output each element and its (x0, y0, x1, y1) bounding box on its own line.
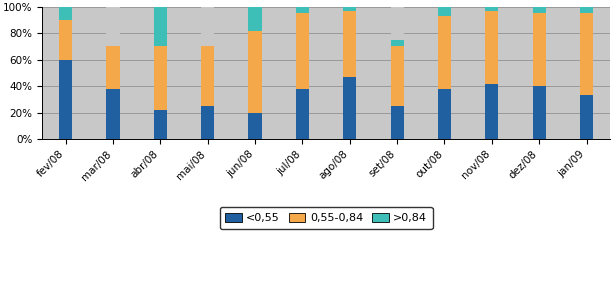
Bar (390, 7, 404, 139)
Bar (533, 86, 546, 139)
Bar (248, 31, 262, 113)
Bar (533, 7, 546, 13)
Bar (248, 7, 262, 139)
Bar (485, 11, 498, 84)
Bar (438, 7, 451, 16)
Bar (201, 106, 215, 139)
Bar (59, 20, 72, 60)
Bar (296, 13, 309, 89)
Bar (343, 11, 356, 77)
Bar (107, 89, 120, 139)
Bar (343, 7, 356, 11)
Bar (438, 16, 451, 89)
Bar (485, 7, 498, 139)
Bar (201, 47, 215, 106)
Bar (59, 7, 72, 139)
Bar (438, 89, 451, 139)
Bar (485, 7, 498, 11)
Bar (533, 7, 546, 139)
Bar (390, 40, 404, 47)
Bar (154, 7, 167, 47)
Bar (343, 77, 356, 139)
Bar (485, 84, 498, 139)
Bar (533, 13, 546, 86)
Legend: <0,55, 0,55-0,84, >0,84: <0,55, 0,55-0,84, >0,84 (219, 207, 433, 229)
Bar (248, 7, 262, 31)
Bar (343, 7, 356, 139)
Bar (390, 106, 404, 139)
Bar (580, 7, 593, 13)
Bar (296, 7, 309, 139)
Bar (438, 7, 451, 139)
Bar (154, 47, 167, 110)
Bar (107, 7, 120, 139)
Bar (580, 7, 593, 139)
Bar (248, 113, 262, 139)
Bar (154, 7, 167, 139)
Bar (390, 47, 404, 106)
Bar (59, 60, 72, 139)
Bar (580, 13, 593, 95)
Bar (201, 7, 215, 139)
Bar (580, 95, 593, 139)
Bar (107, 47, 120, 89)
Bar (59, 7, 72, 20)
Bar (154, 110, 167, 139)
Bar (296, 89, 309, 139)
Bar (296, 7, 309, 13)
